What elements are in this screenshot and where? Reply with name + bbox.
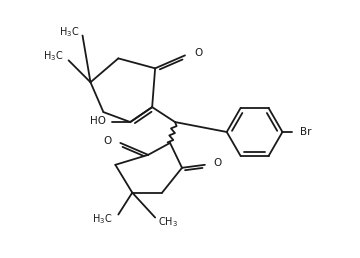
Text: HO: HO [90, 116, 107, 126]
Text: H$_3$C: H$_3$C [92, 213, 112, 227]
Text: O: O [194, 49, 202, 58]
Text: H$_3$C: H$_3$C [59, 26, 80, 39]
Text: O: O [214, 158, 222, 168]
Text: CH$_3$: CH$_3$ [158, 216, 178, 229]
Text: Br: Br [300, 127, 312, 137]
Text: O: O [103, 136, 111, 146]
Text: H$_3$C: H$_3$C [43, 50, 64, 63]
